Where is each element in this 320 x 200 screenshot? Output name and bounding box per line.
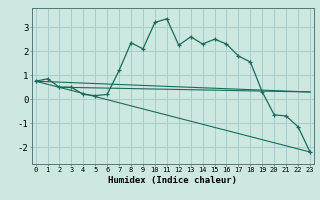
X-axis label: Humidex (Indice chaleur): Humidex (Indice chaleur) [108, 176, 237, 185]
